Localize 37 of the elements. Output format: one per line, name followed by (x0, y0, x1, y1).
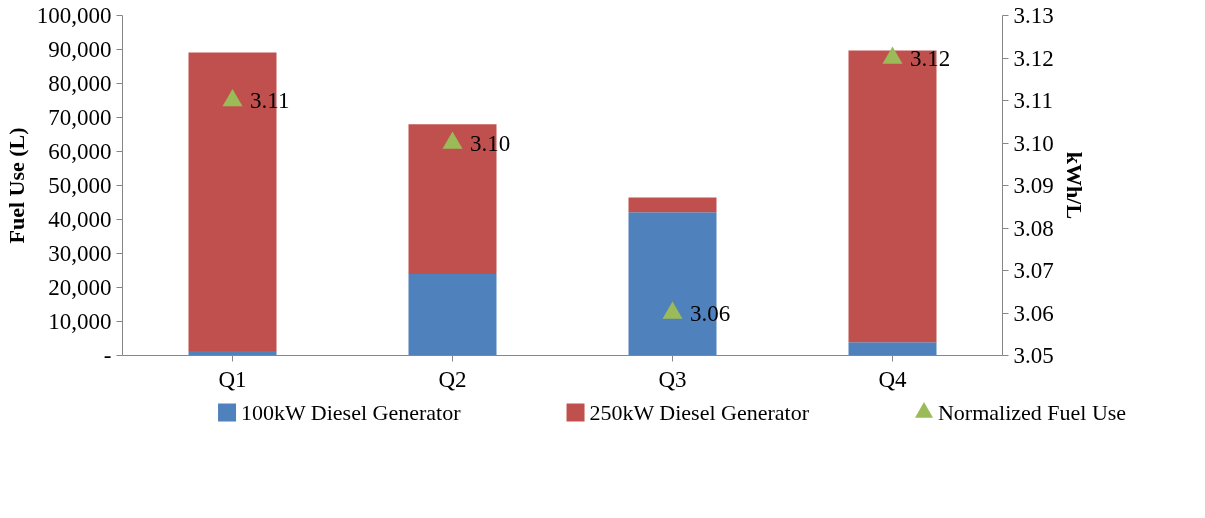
y2-tick-label: 3.08 (1013, 215, 1054, 241)
point (222, 88, 243, 107)
x-tick-label: Q3 (658, 366, 687, 392)
y-tick-label: 100,000 (36, 3, 112, 28)
bar (408, 273, 497, 356)
x-tick-label: Q2 (438, 366, 467, 392)
y-tick-label: 70,000 (48, 105, 112, 130)
y2-tick-label: 3.07 (1013, 258, 1054, 283)
y-tick-label: 40,000 (48, 207, 112, 232)
y-tick-label: 80,000 (48, 71, 112, 96)
y-tick-label: 10,000 (48, 309, 112, 334)
y2-tick-label: 3.09 (1013, 173, 1054, 198)
y2-axis-title: kWh/L (1061, 151, 1087, 220)
y2-tick-label: 3.13 (1013, 3, 1054, 28)
y-tick-label: 60,000 (48, 139, 112, 164)
y2-tick-label: 3.11 (1013, 88, 1053, 113)
legend-label: Normalized Fuel Use (937, 400, 1127, 425)
y2-tick-label: 3.06 (1013, 300, 1054, 326)
point (882, 46, 903, 64)
y-tick-label: - (103, 343, 112, 368)
y-tick-label: 30,000 (48, 241, 112, 266)
legend-label: 100kW Diesel Generator (240, 400, 462, 425)
y-axis-title: Fuel Use (L) (3, 127, 29, 244)
x-tick-label: Q4 (878, 366, 908, 392)
y2-tick-label: 3.12 (1013, 45, 1054, 71)
point (442, 131, 463, 149)
y-tick-label: 90,000 (48, 37, 112, 62)
y-tick-label: 50,000 (48, 173, 112, 198)
legend-label: 250kW Diesel Generator (589, 400, 810, 425)
point (662, 301, 683, 319)
bar (848, 342, 937, 356)
y-tick-label: 20,000 (48, 275, 112, 300)
y2-tick-label: 3.05 (1013, 343, 1054, 368)
bar (188, 351, 277, 356)
bar (628, 197, 717, 213)
x-tick-label: Q1 (218, 366, 247, 392)
y2-tick-label: 3.10 (1013, 130, 1054, 156)
